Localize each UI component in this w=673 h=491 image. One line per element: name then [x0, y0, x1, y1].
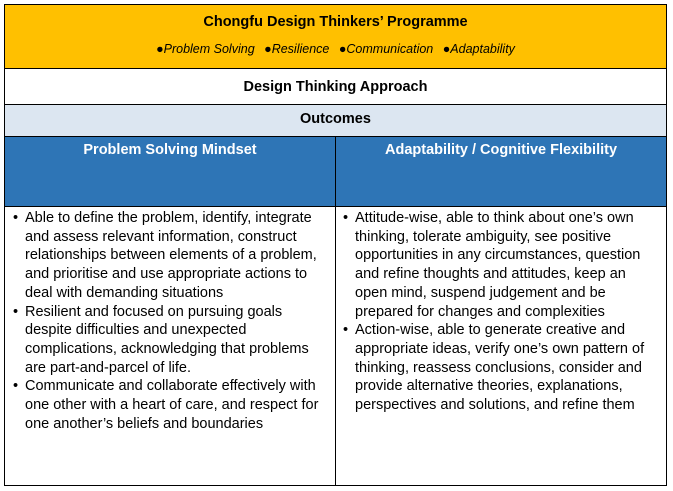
- tag-label: Communication: [346, 42, 434, 56]
- list-item: • Resilient and focused on pursuing goals…: [13, 303, 329, 378]
- programme-title: Chongfu Design Thinkers’ Programme: [203, 14, 468, 30]
- list-item-text: Able to define the problem, identify, in…: [25, 210, 317, 301]
- bullet-icon: •: [343, 322, 349, 339]
- column-header-problem-solving: Problem Solving Mindset: [5, 137, 336, 206]
- tag-label: Problem Solving: [163, 42, 255, 56]
- outcomes-row: Outcomes: [5, 105, 666, 137]
- bullet-icon: ●: [156, 42, 164, 56]
- list-item-text: Resilient and focused on pursuing goals …: [25, 303, 309, 376]
- list-item: • Action-wise, able to generate creative …: [343, 321, 662, 415]
- bullet-icon: ●: [338, 42, 347, 56]
- bullet-icon: ●: [264, 42, 272, 56]
- outcomes-body-row: • Able to define the problem, identify, i…: [5, 207, 666, 485]
- bullet-icon: ●: [442, 42, 451, 56]
- bullet-icon: •: [13, 210, 19, 226]
- outcomes-heading: Outcomes: [300, 111, 371, 127]
- column-header-adaptability: Adaptability / Cognitive Flexibility: [336, 137, 666, 206]
- title-row: Chongfu Design Thinkers’ Programme ●Prob…: [5, 5, 666, 69]
- column-headers-row: Problem Solving Mindset Adaptability / C…: [5, 137, 666, 207]
- approach-row: Design Thinking Approach: [5, 69, 666, 105]
- column-header-label: Adaptability / Cognitive Flexibility: [384, 142, 618, 158]
- list-item: • Attitude-wise, able to think about one’…: [343, 209, 662, 321]
- list-item-text: Action-wise, able to generate creative a…: [355, 322, 645, 414]
- programme-table: Chongfu Design Thinkers’ Programme ●Prob…: [4, 4, 667, 486]
- tag-adaptability: ●Adaptability: [443, 42, 515, 56]
- bullet-icon: •: [13, 378, 19, 395]
- bullet-icon: •: [13, 303, 19, 320]
- adaptability-cell: • Attitude-wise, able to think about one’…: [336, 207, 666, 485]
- adaptability-list: • Attitude-wise, able to think about one’…: [343, 209, 662, 415]
- programme-tags: ●Problem Solving ●Resilience ●Communicat…: [5, 42, 666, 56]
- list-item-text: Attitude-wise, able to think about one’s…: [355, 210, 641, 320]
- tag-communication: ●Communication: [339, 42, 433, 56]
- column-header-label: Problem Solving Mindset: [83, 142, 257, 158]
- tag-resilience: ●Resilience: [264, 42, 329, 56]
- tag-label: Resilience: [271, 42, 330, 56]
- problem-solving-cell: • Able to define the problem, identify, i…: [5, 207, 336, 485]
- tag-label: Adaptability: [450, 42, 515, 56]
- list-item: • Communicate and collaborate effectively…: [13, 377, 329, 433]
- tag-problem-solving: ●Problem Solving: [156, 42, 255, 56]
- problem-solving-list: • Able to define the problem, identify, i…: [13, 209, 329, 433]
- bullet-icon: •: [343, 210, 349, 226]
- list-item: • Able to define the problem, identify, i…: [13, 209, 329, 303]
- approach-heading: Design Thinking Approach: [243, 79, 428, 95]
- list-item-text: Communicate and collaborate effectively …: [25, 378, 319, 432]
